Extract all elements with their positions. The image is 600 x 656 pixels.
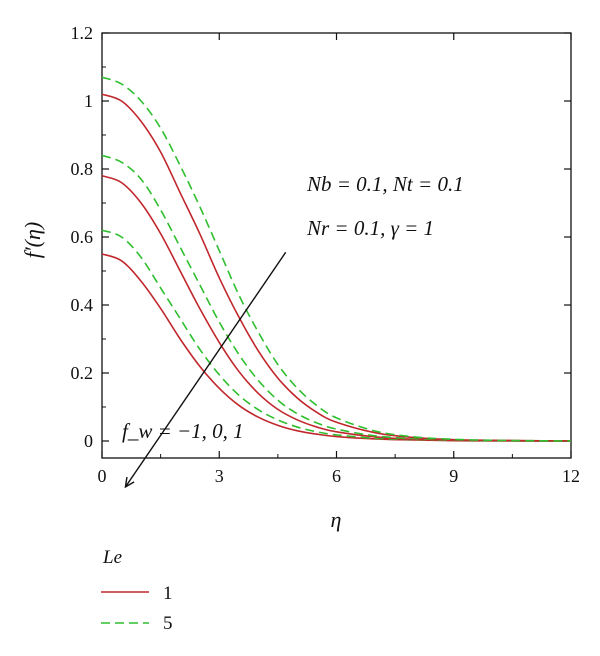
series-line-le5-fw1	[101, 76, 572, 442]
legend-title: Le	[102, 547, 122, 568]
arrow-shaft	[124, 251, 287, 488]
tick-labels: 0 3 6 9 12 0 0.2 0.4 0.6 0.8 1 1.2	[71, 23, 581, 486]
x-axis-label: η	[331, 507, 342, 532]
series-line-le1-fw1	[101, 93, 572, 442]
y-tick-label: 0.6	[71, 227, 94, 247]
series-line-le5-fw0	[101, 154, 572, 442]
y-axis-label: f′(η)	[20, 222, 45, 259]
x-tick-label: 0	[98, 466, 107, 486]
y-tick-label: 0.2	[71, 363, 94, 383]
axis-ticks	[101, 32, 572, 458]
x-tick-label: 3	[215, 466, 224, 486]
y-tick-label: 1.2	[71, 23, 94, 43]
legend: Le 1 5	[101, 547, 173, 634]
x-tick-label: 9	[449, 466, 458, 486]
x-tick-label: 6	[332, 466, 341, 486]
series-line-le1-fw0	[101, 175, 572, 442]
series-layer	[101, 76, 572, 442]
arrow-head	[124, 476, 135, 489]
param-annotation-1: Nb = 0.1, Nt = 0.1	[306, 172, 464, 196]
arrow-label: f_w = −1, 0, 1	[122, 419, 244, 443]
param-annotation-2: Nr = 0.1, γ = 1	[306, 216, 434, 240]
y-tick-label: 0.4	[71, 295, 94, 315]
y-tick-label: 0	[84, 431, 93, 451]
y-tick-label: 1	[84, 91, 93, 111]
series-line-le5-fw-1	[101, 229, 572, 442]
x-tick-label: 12	[562, 466, 580, 486]
plot-frame	[101, 32, 572, 459]
y-tick-label: 0.8	[71, 159, 94, 179]
legend-label-le1: 1	[163, 583, 173, 604]
series-line-le1-fw-1	[101, 253, 572, 442]
annotation-arrow	[124, 251, 287, 489]
legend-label-le5: 5	[163, 613, 173, 634]
